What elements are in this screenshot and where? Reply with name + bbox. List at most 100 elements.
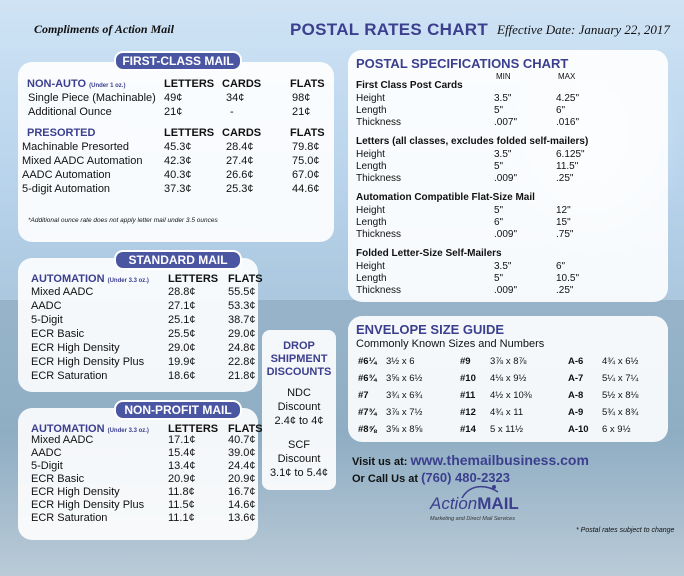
spec-key: Height bbox=[356, 149, 385, 160]
std-row-name: ECR High Density bbox=[31, 342, 120, 354]
std-row-letters: 18.6¢ bbox=[168, 370, 196, 382]
std-row-letters: 19.9¢ bbox=[168, 356, 196, 368]
effective-date: Effective Date: January 22, 2017 bbox=[497, 22, 670, 37]
np-row-flats: 14.6¢ bbox=[228, 499, 256, 511]
env-size-num: #6¾ bbox=[358, 373, 377, 384]
np-row-letters: 11.1¢ bbox=[168, 512, 195, 524]
logo-word-action: Action bbox=[430, 494, 478, 513]
env-size-dim: 5 x 11½ bbox=[490, 424, 524, 435]
spec-max: 12" bbox=[556, 205, 571, 216]
std-row-letters: 27.1¢ bbox=[168, 300, 196, 312]
env-size-num: #9 bbox=[460, 356, 471, 367]
np-row-flats: 16.7¢ bbox=[228, 486, 256, 498]
ndc-label: NDC bbox=[287, 387, 311, 399]
fc-col-cards: CARDS bbox=[222, 78, 262, 90]
fc-col-letters: LETTERS bbox=[164, 78, 215, 90]
fc-col-cards-2: CARDS bbox=[222, 127, 262, 139]
logo-word-mail: MAIL bbox=[477, 494, 519, 513]
spec-min: .009" bbox=[494, 285, 518, 296]
website-link[interactable]: www.themailbusiness.com bbox=[410, 452, 589, 468]
np-auto-label: AUTOMATION (Under 3.3 oz.) bbox=[31, 423, 149, 435]
env-size-num: A-8 bbox=[568, 390, 584, 401]
spec-max: 10.5" bbox=[556, 273, 580, 284]
np-row-flats: 24.4¢ bbox=[228, 460, 256, 472]
disclaimer: * Postal rates subject to change bbox=[576, 527, 675, 534]
std-row-flats: 38.7¢ bbox=[228, 314, 256, 326]
std-row-name: 5-Digit bbox=[31, 314, 63, 326]
specs-max-label: MAX bbox=[558, 72, 576, 81]
spec-max: 4.25" bbox=[556, 93, 580, 104]
np-row-flats: 13.6¢ bbox=[228, 512, 256, 524]
env-size-dim: 3⅞ x 8⅞ bbox=[490, 356, 527, 367]
std-row-flats: 21.8¢ bbox=[228, 370, 256, 382]
spec-key: Height bbox=[356, 205, 385, 216]
np-row-name: Mixed AADC bbox=[31, 434, 94, 446]
env-size-dim: 4⅛ x 9½ bbox=[490, 373, 527, 384]
spec-key: Height bbox=[356, 93, 385, 104]
spec-key: Length bbox=[356, 273, 387, 284]
drop-title-line3: DISCOUNTS bbox=[266, 366, 332, 378]
spec-min: 5" bbox=[494, 161, 504, 172]
std-row-flats: 53.3¢ bbox=[228, 300, 256, 312]
spec-key: Thickness bbox=[356, 229, 402, 240]
env-size-num: #12 bbox=[460, 407, 476, 418]
spec-max: 11.5" bbox=[556, 161, 579, 172]
fc-row-letters: 21¢ bbox=[164, 106, 183, 118]
spec-min: .009" bbox=[494, 173, 518, 184]
scf-label: SCF bbox=[288, 439, 310, 451]
fc-row-cards: 34¢ bbox=[226, 92, 245, 104]
page-title: POSTAL RATES CHART bbox=[290, 20, 489, 39]
np-row-flats: 40.7¢ bbox=[228, 434, 256, 446]
logo-tagline: Marketing and Direct Mail Services bbox=[430, 516, 515, 522]
standard-title: STANDARD MAIL bbox=[114, 250, 242, 270]
np-row-flats: 39.0¢ bbox=[228, 447, 256, 459]
ps-row-name: AADC Automation bbox=[22, 169, 111, 181]
np-row-letters: 15.4¢ bbox=[168, 447, 196, 459]
spec-heading: First Class Post Cards bbox=[356, 80, 463, 91]
spec-heading: Folded Letter-Size Self-Mailers bbox=[356, 248, 502, 259]
env-size-dim: 4¾ x 6½ bbox=[602, 356, 639, 367]
np-row-name: 5-Digit bbox=[31, 460, 63, 472]
phone-number[interactable]: (760) 480-2323 bbox=[421, 470, 510, 485]
compliments-text: Compliments of Action Mail bbox=[34, 22, 174, 36]
std-row-name: ECR High Density Plus bbox=[31, 356, 145, 368]
ndc-discount: NDC Discount 2.4¢ to 4¢ bbox=[262, 386, 336, 428]
ps-row-letters: 45.3¢ bbox=[164, 141, 192, 153]
spec-max: 6" bbox=[556, 105, 566, 116]
ps-row-name: Machinable Presorted bbox=[22, 141, 130, 153]
ps-row-flats: 79.8¢ bbox=[292, 141, 320, 153]
ps-row-cards: 26.6¢ bbox=[226, 169, 254, 181]
drop-title: DROP SHIPMENT DISCOUNTS bbox=[262, 340, 336, 379]
spec-key: Length bbox=[356, 217, 387, 228]
np-row-name: ECR High Density Plus bbox=[31, 499, 145, 511]
fc-row-cards: - bbox=[230, 106, 234, 118]
specs-min-label: MIN bbox=[496, 72, 511, 81]
env-size-num: A-10 bbox=[568, 424, 589, 435]
np-row-name: ECR Basic bbox=[31, 473, 85, 485]
ndc-discount-label: Discount bbox=[277, 401, 321, 413]
standard-panel bbox=[18, 258, 258, 392]
env-size-num: #7 bbox=[358, 390, 369, 401]
ps-row-flats: 44.6¢ bbox=[292, 183, 320, 195]
call-label: Or Call Us at bbox=[352, 473, 419, 485]
std-row-letters: 29.0¢ bbox=[168, 342, 196, 354]
std-auto-label: AUTOMATION (Under 3.3 oz.) bbox=[31, 273, 149, 285]
std-row-letters: 25.5¢ bbox=[168, 328, 196, 340]
drop-title-line2: SHIPMENT bbox=[270, 353, 328, 365]
env-size-num: #8⅝ bbox=[358, 424, 377, 435]
np-col-letters: LETTERS bbox=[168, 423, 219, 435]
envelope-title: ENVELOPE SIZE GUIDE bbox=[356, 322, 505, 337]
spec-key: Thickness bbox=[356, 117, 402, 128]
np-row-letters: 11.8¢ bbox=[168, 486, 195, 498]
env-size-dim: 6 x 9½ bbox=[602, 424, 631, 435]
spec-min: 3.5" bbox=[494, 149, 512, 160]
spec-min: 3.5" bbox=[494, 93, 512, 104]
spec-max: 6" bbox=[556, 261, 566, 272]
spec-min: .009" bbox=[494, 229, 518, 240]
spec-key: Thickness bbox=[356, 173, 402, 184]
env-size-dim: 3¾ x 6¾ bbox=[386, 390, 423, 401]
fc-row-name: Additional Ounce bbox=[28, 106, 112, 118]
spec-key: Thickness bbox=[356, 285, 402, 296]
spec-min: .007" bbox=[494, 117, 518, 128]
action-mail-logo: ActionMAIL Marketing and Direct Mail Ser… bbox=[430, 485, 550, 526]
